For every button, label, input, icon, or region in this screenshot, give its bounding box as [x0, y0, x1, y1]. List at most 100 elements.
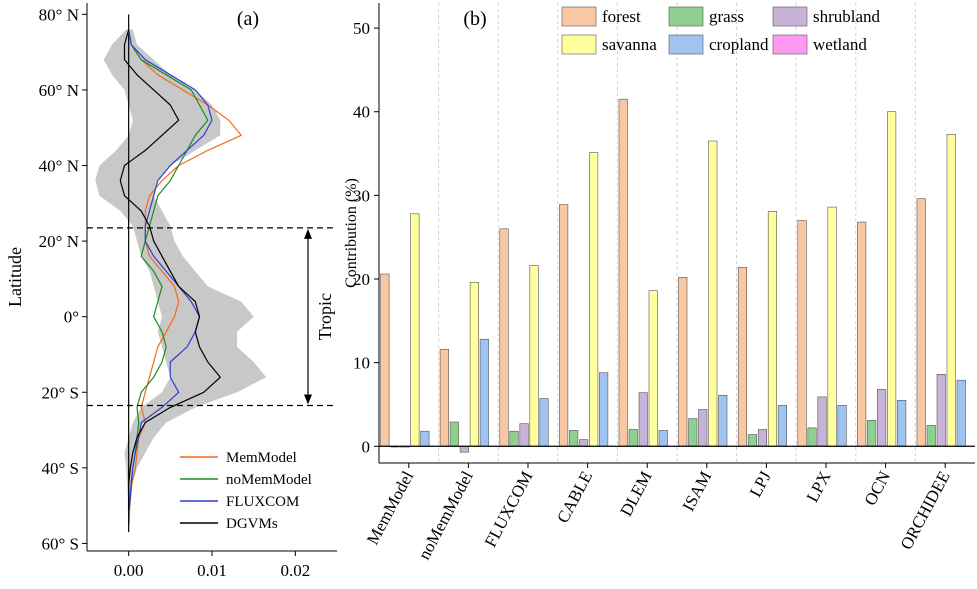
series-line-nomemmodel	[128, 29, 209, 525]
bar-grass-lpx	[807, 427, 817, 447]
legend-swatch-cropland	[668, 34, 704, 55]
legend-label-forest: forest	[602, 7, 641, 26]
legend-label-fluxcom: FLUXCOM	[226, 494, 299, 510]
bar-shrubland-lpj	[757, 429, 768, 447]
bar-shrubland-lpx	[817, 396, 827, 447]
x-tick-label: LPX	[803, 468, 835, 505]
bar-shrubland-orchidee	[936, 373, 946, 447]
bar-forest-orchidee	[916, 198, 926, 447]
bar-cropland-lpx	[837, 404, 847, 447]
bar-cropland-orchidee	[956, 379, 966, 447]
bar-savanna-cable	[589, 152, 599, 447]
y-axis-label: Latitude	[5, 247, 25, 307]
panel-label-a: (a)	[237, 8, 259, 30]
y-tick-label: 20° N	[39, 232, 79, 251]
bar-grass-orchidee	[926, 425, 936, 447]
legend-swatch-wetland	[772, 34, 808, 55]
bar-forest-lpj	[737, 266, 748, 447]
legend-label-memmodel: MemModel	[226, 450, 297, 466]
tropic-arrow-head-up	[304, 228, 312, 239]
legend-label-grass: grass	[709, 7, 744, 26]
bar-cropland-memmodel	[420, 430, 430, 447]
bar-grass-nomemmodel	[449, 421, 459, 447]
y-tick-label: 0	[362, 437, 371, 456]
panel-a: 80° N 60° N 40° N 20° N 0° 20° S 40° S 60° S 0.0…	[5, 3, 337, 580]
bar-cropland-fluxcom	[539, 398, 549, 447]
envelope-band	[95, 29, 267, 525]
bar-cropland-nomemmodel	[479, 338, 489, 447]
y-tick-label: 20° S	[41, 383, 79, 402]
bar-forest-cable	[559, 204, 569, 447]
legend-swatch-forest	[561, 6, 597, 27]
tropic-arrow-head-down	[304, 394, 312, 405]
y-tick-label: 40° S	[41, 459, 79, 478]
legend-swatch-shrubland	[772, 6, 808, 27]
bar-savanna-lpx	[827, 206, 837, 447]
bar-shrubland-cable	[579, 439, 589, 447]
bar-grass-ocn	[867, 419, 877, 447]
bar-forest-nomemmodel	[439, 348, 449, 447]
x-tick-label: FLUXCOM	[481, 468, 537, 550]
x-tick-label: 0.01	[197, 561, 227, 580]
bar-savanna-memmodel	[410, 213, 420, 447]
legend-label-savanna: savanna	[602, 35, 657, 54]
bar-savanna-lpj	[767, 211, 778, 447]
bar-forest-isam	[678, 276, 688, 447]
bar-savanna-dlem	[648, 290, 658, 447]
bar-savanna-nomemmodel	[469, 281, 479, 447]
bar-cropland-isam	[718, 394, 728, 447]
y-tick-label: 50	[353, 19, 370, 38]
x-tick-label: DLEM	[616, 468, 655, 519]
y-tick-label: 0°	[64, 308, 79, 327]
legend-swatch-savanna	[561, 34, 597, 55]
series-line-memmodel	[128, 29, 242, 525]
legend-label-wetland: wetland	[813, 35, 867, 54]
bar-grass-lpj	[747, 434, 758, 447]
series-line-fluxcom	[128, 29, 213, 525]
y-tick-label: 40° N	[39, 157, 79, 176]
bar-forest-lpx	[797, 220, 807, 447]
bar-savanna-fluxcom	[529, 265, 539, 447]
x-tick-label: 0.02	[280, 561, 310, 580]
bar-forest-dlem	[618, 98, 628, 447]
y-tick-label: 10	[353, 354, 370, 373]
bar-forest-ocn	[857, 221, 867, 447]
bar-savanna-ocn	[887, 111, 897, 447]
y-tick-label: 80° N	[39, 5, 79, 24]
bar-shrubland-dlem	[638, 392, 648, 447]
y-tick-label: 30	[353, 186, 370, 205]
bar-cropland-lpj	[777, 404, 788, 447]
bar-shrubland-fluxcom	[519, 423, 529, 447]
y-tick-label: 20	[353, 270, 370, 289]
bar-grass-isam	[688, 418, 698, 447]
bar-savanna-isam	[708, 140, 718, 447]
y-axis-label: Contribution (%)	[343, 178, 360, 288]
x-tick-label: LPJ	[746, 468, 775, 501]
x-tick-label: ISAM	[679, 468, 716, 514]
bar-cropland-dlem	[658, 430, 668, 447]
y-tick-label: 60° N	[39, 81, 79, 100]
x-tick-label: ORCHIDEE	[897, 468, 954, 553]
bar-shrubland-ocn	[877, 389, 887, 447]
legend-label-shrubland: shrubland	[813, 7, 881, 26]
bar-forest-fluxcom	[499, 228, 509, 447]
series-line-dgvms	[119, 29, 221, 525]
x-tick-label: CABLE	[553, 468, 596, 526]
y-tick-label: 40	[353, 103, 370, 122]
panel-label-b: (b)	[463, 8, 486, 30]
x-tick-label: OCN	[860, 468, 894, 509]
x-tick-label: MemModel	[363, 468, 418, 548]
x-tick-label: noMemModel	[414, 468, 477, 563]
x-tick-label: 0.00	[114, 561, 144, 580]
bar-savanna-orchidee	[946, 134, 956, 447]
bar-cropland-cable	[599, 372, 609, 447]
bar-forest-memmodel	[380, 273, 390, 447]
tropic-label: Tropic	[315, 293, 335, 340]
legend-swatch-grass	[668, 6, 704, 27]
bar-cropland-ocn	[897, 399, 907, 447]
bar-grass-fluxcom	[509, 430, 519, 447]
legend-label-nomemmodel: noMemModel	[226, 472, 312, 488]
y-tick-label: 60° S	[41, 534, 79, 553]
